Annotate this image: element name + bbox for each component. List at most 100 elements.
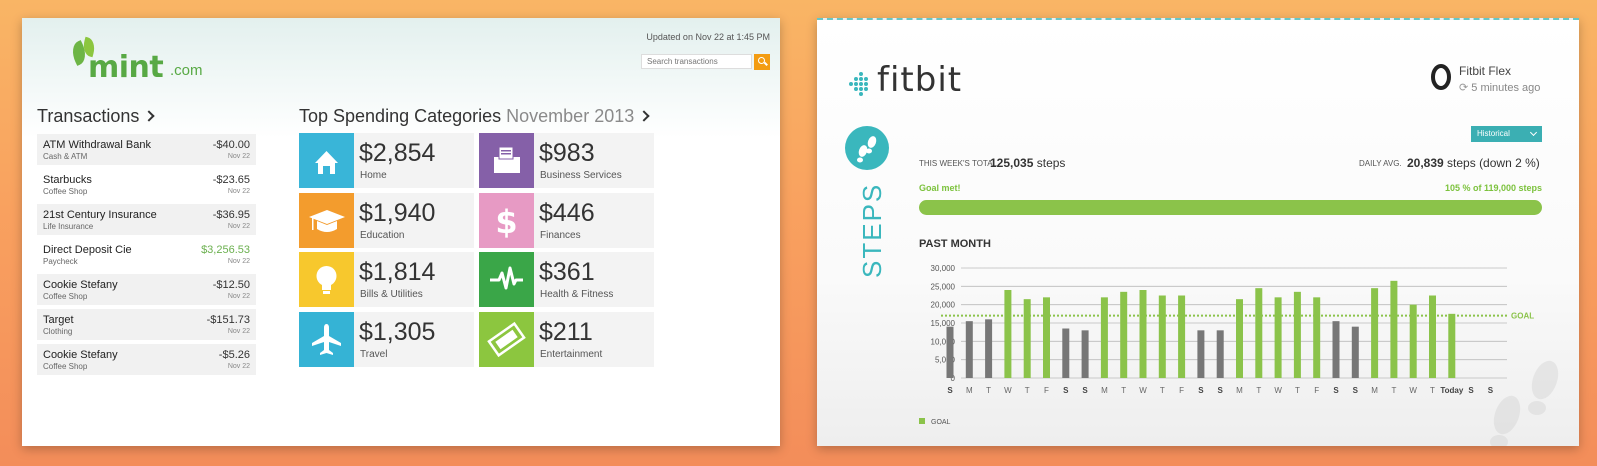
bar[interactable]	[1197, 330, 1205, 378]
steps-bar-chart: 0 5,000 10,000 15,000 20,000 25,000 30,000 S M T W…	[931, 264, 1535, 395]
x-tick-label: M	[1101, 386, 1108, 395]
week-total: 125,035 steps	[990, 156, 1065, 170]
x-tick-label: S	[947, 386, 953, 395]
category-amount: $1,305	[359, 318, 436, 346]
x-tick-label: F	[1314, 386, 1319, 395]
category-label: Entertainment	[540, 349, 603, 360]
category-tile-business-services[interactable]: $983 Business Services	[479, 133, 654, 188]
x-tick-label: S	[1333, 386, 1339, 395]
goal-line-label: GOAL	[1511, 312, 1534, 321]
dollar-icon: $	[479, 193, 534, 248]
bar[interactable]	[1448, 313, 1456, 378]
x-tick-label: S	[1353, 386, 1359, 395]
category-tile-health-fitness[interactable]: $361 Health & Fitness	[479, 252, 654, 307]
transaction-row[interactable]: Direct Deposit Cie Paycheck $3,256.53 Nov 2…	[37, 239, 256, 270]
bar[interactable]	[1313, 297, 1321, 378]
transaction-name: Target	[43, 314, 74, 326]
category-amount: $361	[539, 258, 595, 286]
bar[interactable]	[1332, 321, 1340, 378]
transaction-amount: -$5.26	[218, 349, 250, 361]
daily-avg-value: 20,839	[1407, 156, 1444, 170]
view-select[interactable]: Historical	[1471, 126, 1542, 142]
category-tile-education[interactable]: $1,940 Education	[299, 193, 474, 248]
bar[interactable]	[985, 319, 993, 378]
bar[interactable]	[1139, 290, 1147, 378]
transaction-name: Direct Deposit Cie	[43, 244, 132, 256]
bar[interactable]	[1062, 328, 1070, 379]
bar[interactable]	[1429, 295, 1436, 379]
search-button[interactable]	[754, 54, 770, 70]
bar[interactable]	[1023, 299, 1031, 378]
bar[interactable]	[1274, 297, 1282, 378]
bar[interactable]	[1236, 299, 1243, 378]
bar[interactable]	[1004, 290, 1012, 378]
transaction-category: Coffee Shop	[43, 292, 88, 301]
footprints-watermark-icon	[1490, 360, 1559, 446]
x-tick-label: T	[1430, 386, 1435, 395]
category-tile-home[interactable]: $2,854 Home	[299, 133, 474, 188]
transactions-title-text: Transactions	[37, 106, 140, 126]
bar[interactable]	[965, 321, 973, 378]
category-tile-bills-utilities[interactable]: $1,814 Bills & Utilities	[299, 252, 474, 307]
transaction-row[interactable]: 21st Century Insurance Life Insurance -$36…	[37, 204, 256, 235]
x-tick-label: S	[1218, 386, 1224, 395]
bar[interactable]	[1351, 326, 1359, 378]
legend-goal-label: GOAL	[931, 419, 951, 426]
category-label: Bills & Utilities	[360, 289, 423, 300]
category-amount: $1,940	[359, 199, 436, 227]
bar[interactable]	[1100, 297, 1108, 378]
transaction-row[interactable]: ATM Withdrawal Bank Cash & ATM -$40.00 Nov …	[37, 134, 256, 165]
category-tile-finances[interactable]: $ $446 Finances	[479, 193, 654, 248]
bar[interactable]	[1409, 304, 1417, 378]
transactions-title[interactable]: Transactions	[37, 106, 156, 127]
bar[interactable]	[1371, 288, 1379, 378]
bar[interactable]	[1178, 295, 1186, 379]
x-tick-label: S	[1468, 386, 1474, 395]
transaction-amount: -$12.50	[212, 279, 250, 291]
ticket-icon	[479, 312, 534, 367]
bar[interactable]	[1390, 280, 1398, 378]
transactions-list: ATM Withdrawal Bank Cash & ATM -$40.00 Nov …	[37, 134, 256, 379]
transaction-row[interactable]: Cookie Stefany Coffee Shop -$12.50 Nov 22	[37, 274, 256, 305]
x-tick-label: F	[1179, 386, 1184, 395]
x-tick-label: W	[1274, 386, 1282, 395]
bar[interactable]	[1216, 330, 1224, 378]
daily-avg-label: DAILY AVG.	[1359, 159, 1402, 168]
x-tick-label: T	[986, 386, 991, 395]
graduation-cap-icon	[299, 193, 354, 248]
transaction-category: Cash & ATM	[43, 152, 88, 161]
transaction-date: Nov 22	[227, 363, 250, 370]
spending-title[interactable]: Top Spending Categories November 2013	[299, 106, 650, 127]
transaction-row[interactable]: Target Clothing -$151.73 Nov 22	[37, 309, 256, 340]
y-tick-label: 0	[951, 374, 956, 383]
transaction-amount: $3,256.53	[201, 244, 250, 256]
category-label: Finances	[540, 230, 581, 241]
airplane-icon	[299, 312, 354, 367]
transaction-category: Coffee Shop	[43, 362, 88, 371]
transaction-date: Nov 22	[227, 188, 250, 195]
category-tile-entertainment[interactable]: $211 Entertainment	[479, 312, 654, 367]
category-tile-travel[interactable]: $1,305 Travel	[299, 312, 474, 367]
bar[interactable]	[1255, 288, 1263, 378]
category-amount: $211	[539, 318, 593, 346]
transaction-date: Nov 22	[227, 328, 250, 335]
category-label: Home	[360, 170, 387, 181]
x-tick-label: W	[1004, 386, 1012, 395]
transaction-amount: -$40.00	[212, 139, 250, 151]
legend-swatch	[919, 418, 925, 424]
transaction-row[interactable]: Starbucks Coffee Shop -$23.65 Nov 22	[37, 169, 256, 200]
bar[interactable]	[1120, 291, 1128, 378]
bar[interactable]	[1081, 330, 1089, 378]
bar[interactable]	[1158, 295, 1166, 379]
transaction-name: ATM Withdrawal Bank	[43, 139, 151, 151]
search-input[interactable]	[641, 54, 752, 69]
category-label: Travel	[360, 349, 388, 360]
bar[interactable]	[946, 326, 954, 378]
x-tick-label: T	[1160, 386, 1165, 395]
x-tick-label: M	[966, 386, 973, 395]
transaction-row[interactable]: Cookie Stefany Coffee Shop -$5.26 Nov 22	[37, 344, 256, 375]
category-label: Health & Fitness	[540, 289, 614, 300]
device-name: Fitbit Flex	[1459, 64, 1512, 78]
bar[interactable]	[1293, 291, 1301, 378]
bar[interactable]	[1043, 297, 1050, 378]
